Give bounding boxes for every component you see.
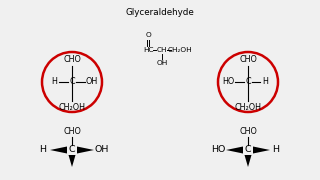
Text: CHO: CHO xyxy=(63,127,81,136)
Text: H: H xyxy=(273,145,279,154)
Text: HO: HO xyxy=(211,145,225,154)
Polygon shape xyxy=(77,147,94,154)
Polygon shape xyxy=(68,155,76,167)
Polygon shape xyxy=(226,147,243,154)
Text: C: C xyxy=(69,78,75,87)
Text: H: H xyxy=(262,78,268,87)
Text: HO: HO xyxy=(222,78,234,87)
Polygon shape xyxy=(253,147,270,154)
Polygon shape xyxy=(50,147,67,154)
Text: OH: OH xyxy=(156,60,168,66)
Text: Glyceraldehyde: Glyceraldehyde xyxy=(126,8,194,17)
Text: C: C xyxy=(245,78,251,87)
Text: H: H xyxy=(39,145,46,154)
Text: CHO: CHO xyxy=(63,55,81,64)
Text: CHO: CHO xyxy=(239,55,257,64)
Text: C: C xyxy=(69,145,75,154)
Text: C: C xyxy=(245,145,251,154)
Text: OH: OH xyxy=(86,78,98,87)
Text: O: O xyxy=(145,32,151,38)
Text: H: H xyxy=(51,78,57,87)
Polygon shape xyxy=(244,155,252,167)
Text: CHO: CHO xyxy=(239,127,257,136)
Text: CH: CH xyxy=(157,47,167,53)
Text: CH₂OH: CH₂OH xyxy=(59,102,85,111)
Text: CH₂OH: CH₂OH xyxy=(235,102,261,111)
Text: CH₂OH: CH₂OH xyxy=(168,47,192,53)
Text: HC: HC xyxy=(143,47,153,53)
Text: OH: OH xyxy=(95,145,109,154)
